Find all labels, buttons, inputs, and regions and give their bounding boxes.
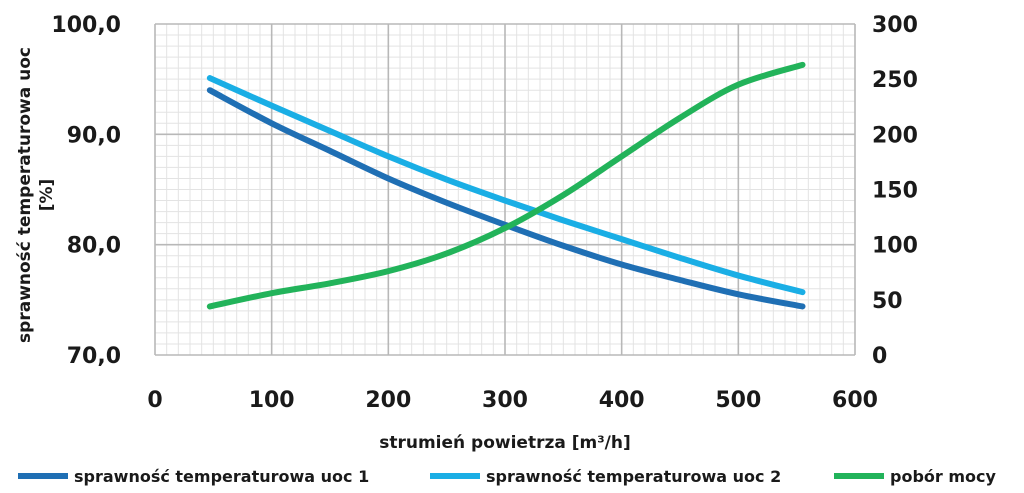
x-axis-label: strumień powietrza [m³/h]: [379, 433, 631, 453]
series-line-uoc1: [206, 87, 806, 310]
tick-labels: 70,0 80,0 90,0 100,0 0 50 100 150 200 250 300 0 100 2…: [51, 13, 918, 413]
y-tick-label: 100,0: [51, 13, 121, 38]
x-tick-label: 400: [599, 388, 645, 413]
y2-tick-label: 0: [872, 344, 887, 369]
y2-tick-label: 200: [872, 123, 918, 148]
y-axis-label-line1: sprawność temperaturowa uoc: [15, 47, 35, 343]
y2-tick-label: 250: [872, 68, 918, 93]
major-gridlines: [154, 23, 856, 356]
y-tick-label: 70,0: [67, 344, 121, 369]
y-axis-label-line2: [%]: [37, 179, 57, 212]
x-tick-label: 100: [249, 388, 295, 413]
legend-label-power: pobór mocy: [890, 467, 997, 486]
series-line-power: [206, 61, 806, 310]
y-tick-label: 80,0: [67, 234, 121, 259]
y2-tick-label: 50: [872, 289, 903, 314]
y2-tick-label: 100: [872, 234, 918, 259]
x-tick-label: 300: [482, 388, 528, 413]
series-lines: [206, 61, 806, 310]
y2-tick-label: 150: [872, 179, 918, 204]
series-line-uoc2: [206, 75, 806, 296]
legend-label-uoc2: sprawność temperaturowa uoc 2: [486, 467, 781, 486]
x-tick-label: 0: [147, 388, 162, 413]
x-tick-label: 600: [832, 388, 878, 413]
x-tick-label: 200: [365, 388, 411, 413]
y-tick-label: 90,0: [67, 123, 121, 148]
y2-tick-label: 300: [872, 13, 918, 38]
legend: sprawność temperaturowa uoc 1 sprawność …: [18, 467, 997, 486]
legend-label-uoc1: sprawność temperaturowa uoc 1: [74, 467, 369, 486]
x-tick-label: 500: [715, 388, 761, 413]
